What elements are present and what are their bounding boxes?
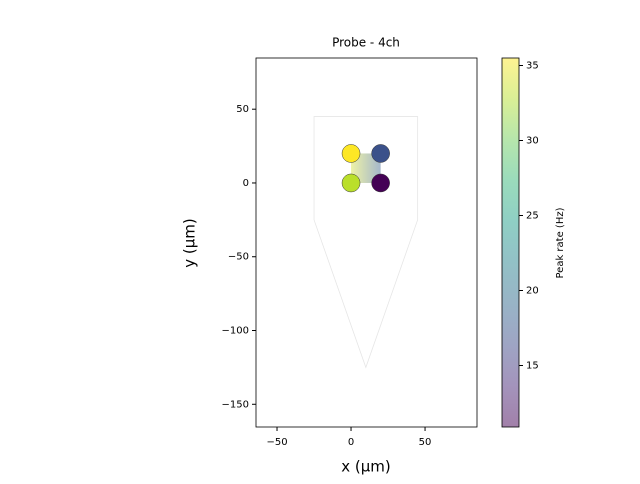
y-tick-label: 0: [243, 178, 249, 189]
y-tick-label: −50: [228, 252, 249, 263]
point: [341, 173, 361, 193]
point: [371, 173, 390, 193]
x-tick-label: 50: [419, 437, 432, 448]
x-tick-label: −50: [266, 437, 287, 448]
chart-title: Probe - 4ch: [332, 36, 400, 50]
probe-contour: [313, 116, 419, 369]
y-axis-label: y (μm): [181, 218, 199, 268]
colorbar-tick-label: 30: [526, 136, 539, 147]
y-tick-label: 50: [236, 104, 249, 115]
x-axis-label: x (μm): [341, 458, 391, 476]
colorbar-tick-label: 25: [526, 211, 539, 222]
y-tick-label: −100: [222, 326, 249, 337]
colorbar-tick-label: 35: [526, 61, 539, 72]
colorbar-label: Peak rate (Hz): [555, 207, 566, 278]
y-tick-label: −150: [222, 399, 249, 410]
colorbar: [502, 58, 519, 427]
x-tick-label: 0: [348, 437, 354, 448]
point: [371, 144, 390, 163]
point: [341, 144, 361, 163]
plot-frame: [255, 57, 478, 428]
colorbar-tick-label: 15: [526, 361, 539, 372]
colorbar-tick-label: 20: [526, 286, 539, 297]
colorbar-frame: [501, 57, 520, 428]
